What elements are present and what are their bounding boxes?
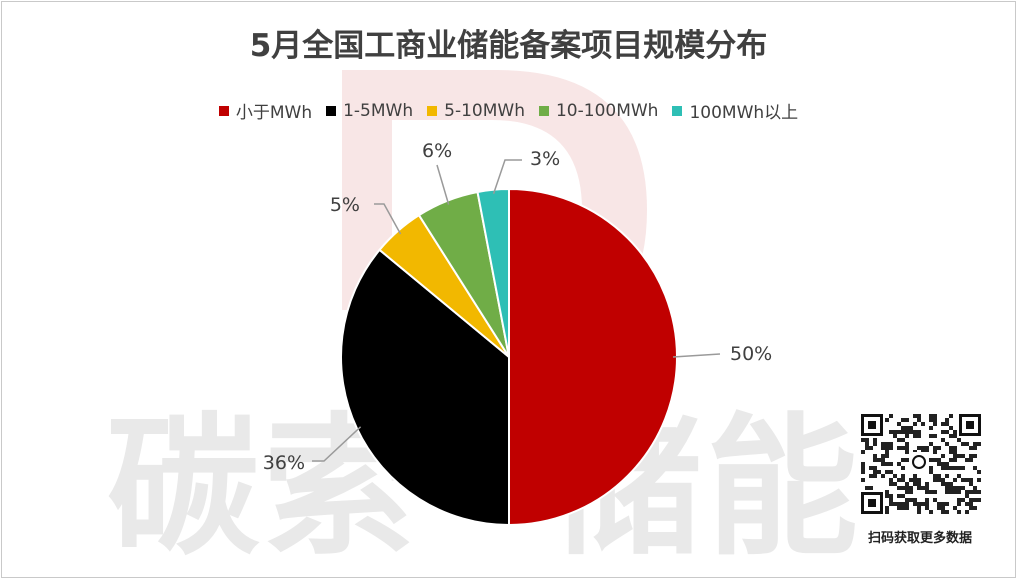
leader-line	[492, 159, 522, 194]
legend-swatch	[538, 105, 549, 116]
legend-label: 小于MWh	[235, 103, 313, 123]
legend-item: 10-100MWh	[538, 98, 659, 123]
legend-label: 100MWh以上	[689, 103, 799, 123]
data-label: 50%	[730, 343, 772, 365]
leader-line	[672, 353, 721, 358]
legend-swatch	[672, 105, 683, 116]
chart-title: 5月全国工商业储能备案项目规模分布	[249, 28, 768, 64]
leader-line	[374, 203, 402, 235]
data-label: 5%	[330, 194, 360, 216]
legend-label: 10-100MWh	[555, 100, 659, 121]
data-label: 3%	[530, 148, 560, 170]
data-label: 36%	[263, 452, 305, 474]
chart-legend: 小于MWh 1-5MWh 5-10MWh 10-100MWh 100MWh以上	[2, 98, 1015, 123]
qr-caption: 扫码获取更多数据	[867, 531, 972, 546]
legend-item: 1-5MWh	[326, 98, 413, 123]
legend-item: 5-10MWh	[427, 98, 525, 123]
legend-swatch	[326, 105, 337, 116]
data-label: 6%	[422, 140, 452, 162]
leader-line	[312, 426, 362, 462]
legend-swatch	[218, 105, 229, 116]
pie-slice	[476, 187, 510, 358]
legend-label: 5-10MWh	[444, 100, 525, 121]
pie-slice	[508, 187, 678, 527]
qr-code-icon	[859, 412, 983, 516]
leader-line	[436, 164, 450, 205]
legend-item: 100MWh以上	[672, 98, 798, 123]
pie-slice	[340, 248, 510, 527]
legend-label: 1-5MWh	[343, 100, 414, 121]
legend-item: 小于MWh	[218, 98, 313, 123]
legend-swatch	[427, 105, 438, 116]
